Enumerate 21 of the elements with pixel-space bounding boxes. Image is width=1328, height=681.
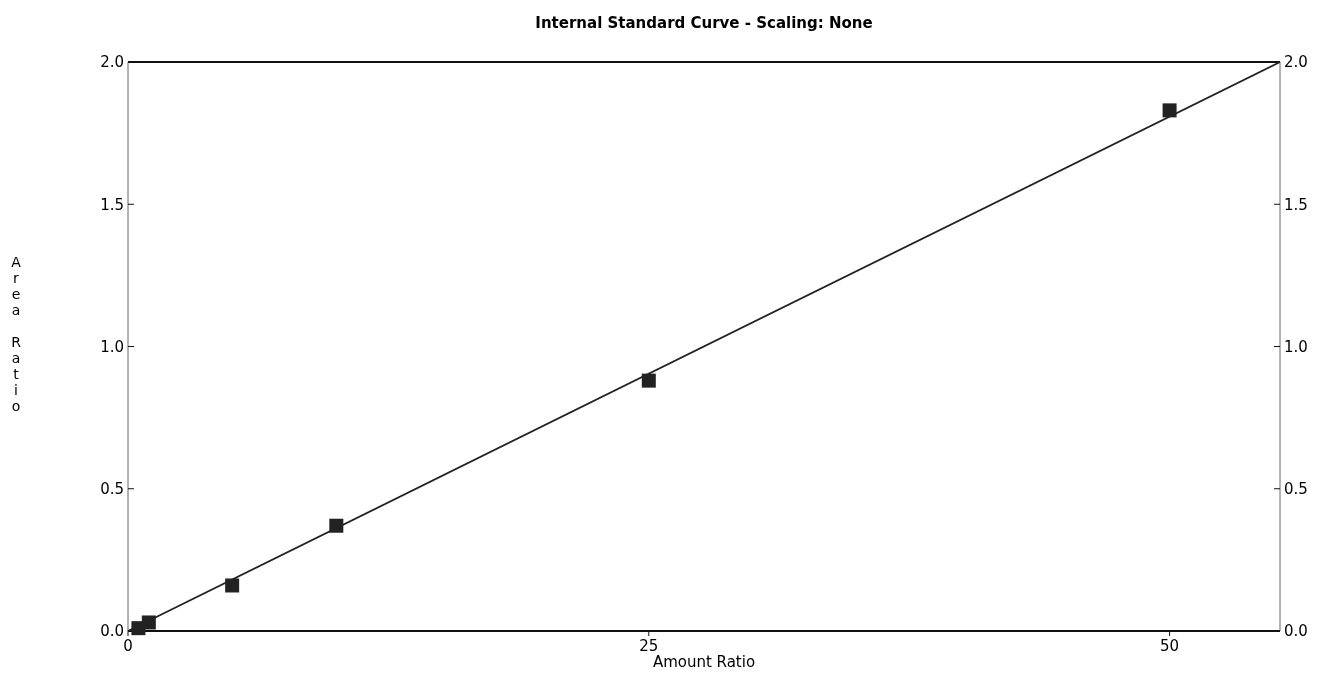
point	[225, 578, 240, 593]
chart-title: Internal Standard Curve - Scaling: None	[535, 14, 873, 32]
point	[329, 518, 344, 533]
y2-tick-label: 0.5	[1284, 480, 1308, 498]
point	[141, 615, 156, 630]
point	[1162, 103, 1177, 118]
text: Area Ratio	[11, 253, 21, 414]
x-tick-label: 50	[1160, 637, 1180, 655]
x-axis-title: Amount Ratio	[652, 653, 756, 671]
y-tick-label: 0.5	[100, 480, 124, 498]
y2-tick-label: 1.5	[1284, 195, 1308, 214]
y2-tick-label: 0.0	[1284, 622, 1308, 641]
x-tick-label: 25	[639, 637, 659, 655]
x-tick-label: 0	[123, 637, 133, 655]
point	[641, 373, 656, 388]
y-tick-label: 1.0	[100, 337, 124, 356]
y2-tick-label: 1.0	[1284, 337, 1308, 356]
y2-tick-label: 2.0	[1284, 53, 1308, 72]
y-tick-label: 0.0	[100, 622, 124, 641]
y-tick-label: 2.0	[100, 53, 124, 72]
y-tick-label: 1.5	[100, 195, 124, 214]
